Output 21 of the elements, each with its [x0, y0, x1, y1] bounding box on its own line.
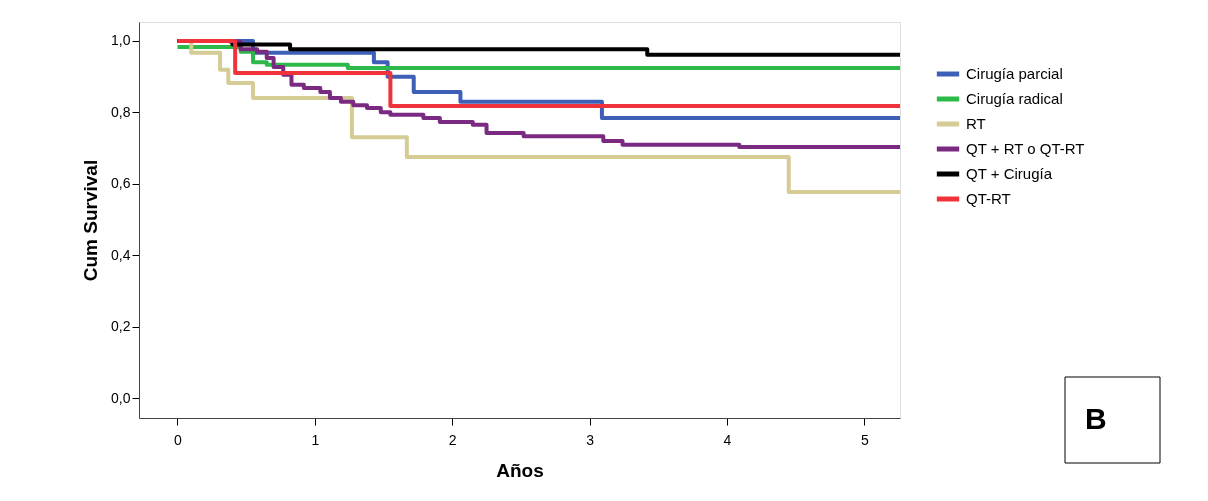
x-tick-label: 1	[311, 431, 320, 448]
y-tick-label: 0,6	[111, 175, 131, 192]
legend-label: RT	[966, 115, 986, 132]
y-tick-label: 0,2	[111, 318, 131, 335]
legend-label: QT + RT o QT-RT	[966, 140, 1085, 157]
x-tick-label: 3	[586, 431, 595, 448]
text: B	[1085, 402, 1107, 435]
x-tick-label: 5	[860, 431, 869, 448]
y-tick-label: 1,0	[111, 32, 131, 49]
legend-label: QT-RT	[966, 190, 1011, 207]
legend-label: Cirugía radical	[966, 90, 1063, 107]
y-axis-title: Cum Survival	[80, 159, 102, 282]
x-tick-label: 4	[723, 431, 732, 448]
x-tick-label: 2	[448, 431, 457, 448]
y-tick-label: 0,4	[111, 246, 131, 263]
x-tick-label: 0	[174, 431, 183, 448]
legend-label: Cirugía parcial	[966, 65, 1063, 82]
y-tick-label: 0,0	[111, 389, 131, 406]
legend-label: QT + Cirugía	[966, 165, 1053, 182]
x-axis-title: Años	[496, 459, 544, 481]
y-tick-label: 0,8	[111, 103, 131, 120]
